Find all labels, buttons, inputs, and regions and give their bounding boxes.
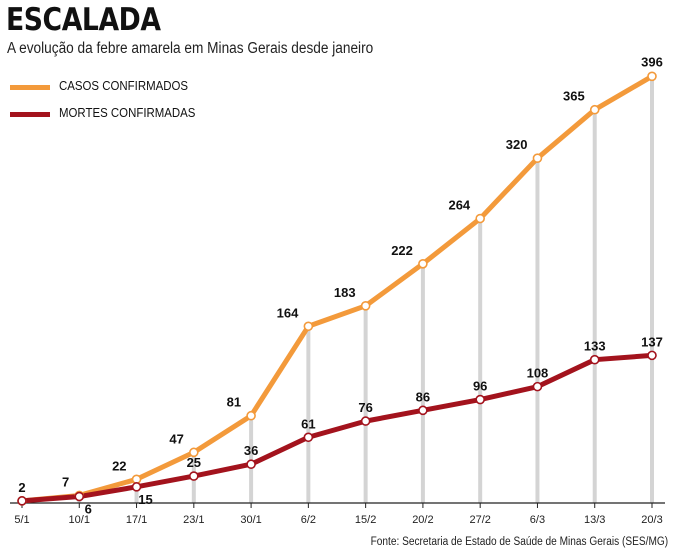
- data-point-deaths: [647, 350, 657, 361]
- x-tick-label: 23/1: [183, 514, 204, 526]
- data-label-cases: 47: [169, 431, 183, 446]
- data-point-deaths: [246, 459, 256, 470]
- data-point-deaths: [475, 394, 485, 405]
- data-point-deaths: [303, 432, 314, 443]
- data-label-deaths: 76: [358, 400, 372, 415]
- x-tick-label: 15/2: [355, 514, 376, 526]
- legend-label-cases: CASOS CONFIRMADOS: [59, 78, 189, 93]
- data-point-cases: [303, 321, 314, 332]
- chart-title: ESCALADA: [6, 2, 161, 38]
- data-point-cases: [418, 258, 428, 269]
- data-point-deaths: [17, 496, 27, 506]
- data-label-deaths: 108: [527, 366, 549, 381]
- data-point-cases: [189, 447, 199, 458]
- x-tick-label: 5/1: [14, 514, 29, 526]
- data-point-cases: [360, 301, 371, 311]
- data-label-cases: 2: [18, 480, 25, 495]
- x-tick-label: 20/3: [641, 514, 662, 526]
- data-point-cases: [589, 104, 600, 115]
- data-label-cases: 7: [62, 474, 69, 489]
- data-label-deaths: 137: [641, 334, 663, 349]
- x-tick-label: 17/1: [126, 514, 147, 526]
- series-line-deaths: [19, 352, 655, 504]
- data-point-cases: [475, 213, 485, 224]
- data-label-cases: 164: [277, 305, 299, 320]
- data-label-cases: 222: [391, 243, 413, 258]
- data-label-cases: 365: [563, 89, 585, 104]
- data-label-cases: 396: [641, 54, 663, 69]
- data-point-deaths: [74, 491, 85, 502]
- data-point-deaths: [360, 416, 371, 426]
- data-point-deaths: [532, 381, 543, 392]
- data-point-deaths: [131, 482, 142, 492]
- data-label-deaths: 15: [138, 492, 152, 507]
- data-label-deaths: 133: [584, 339, 606, 354]
- data-label-deaths: 86: [416, 389, 430, 404]
- legend-swatch-deaths: [10, 112, 50, 117]
- x-tick-label: 6/2: [301, 514, 316, 526]
- data-point-cases: [532, 153, 543, 163]
- data-label-deaths: 61: [301, 416, 315, 431]
- x-tick-label: 13/3: [584, 514, 605, 526]
- data-point-cases: [647, 71, 657, 82]
- series-line-cases: [19, 73, 655, 504]
- data-point-deaths: [418, 405, 428, 416]
- legend-label-deaths: MORTES CONFIRMADAS: [59, 105, 196, 120]
- data-label-deaths: 36: [244, 443, 258, 458]
- data-label-cases: 22: [112, 458, 126, 473]
- legend-swatch-cases: [10, 85, 50, 90]
- source-note: Fonte: Secretaria de Estado de Saúde de …: [370, 536, 668, 548]
- chart-subtitle: A evolução da febre amarela em Minas Ger…: [7, 40, 374, 57]
- data-point-deaths: [589, 354, 600, 365]
- x-tick-label: 30/1: [240, 514, 261, 526]
- x-tick-label: 6/3: [530, 514, 545, 526]
- x-tick-label: 27/2: [469, 514, 490, 526]
- data-point-cases: [246, 410, 256, 421]
- x-tick-label: 10/1: [69, 514, 90, 526]
- data-label-cases: 320: [506, 137, 528, 152]
- x-tick-label: 20/2: [412, 514, 433, 526]
- data-point-deaths: [189, 471, 199, 481]
- data-label-cases: 264: [448, 198, 470, 213]
- data-label-deaths: 96: [473, 379, 487, 394]
- data-label-cases: 183: [334, 285, 356, 300]
- data-label-deaths: 6: [85, 502, 92, 517]
- data-label-cases: 81: [227, 395, 241, 410]
- data-label-deaths: 25: [187, 455, 201, 470]
